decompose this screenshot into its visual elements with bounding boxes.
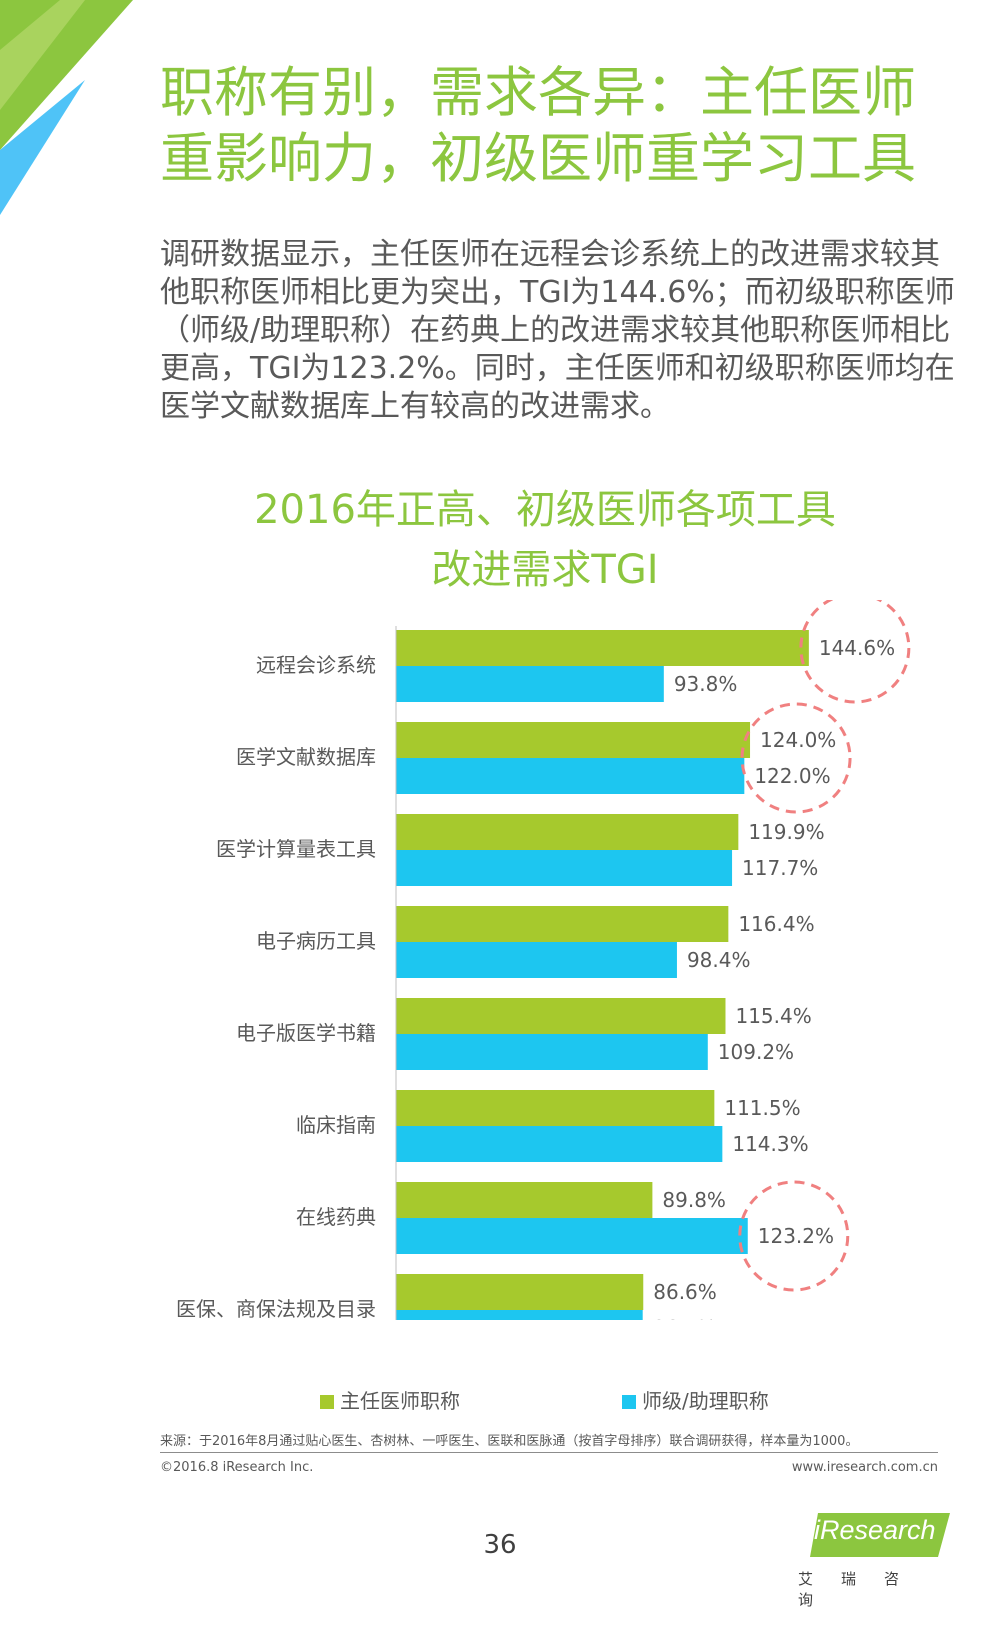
source-note: 来源：于2016年8月通过贴心医生、杏树林、一呼医生、医联和医脉通（按首字母排序… [160,1434,859,1449]
logo-subtitle: 艾瑞咨询 [798,1570,928,1609]
data-label: 114.3% [732,1132,808,1156]
bar-green [396,1090,715,1126]
data-label: 117.7% [742,856,818,880]
category-label: 医学文献数据库 [236,745,376,769]
data-label: 109.2% [718,1040,794,1064]
data-label: 119.9% [748,820,824,844]
logo-background [810,1513,950,1557]
data-label: 124.0% [760,728,836,752]
headline-line-1: 职称有别，需求各异：主任医师 [160,61,916,124]
chart-title-line-2: 改进需求TGI [431,547,659,593]
data-label: 122.0% [754,764,830,788]
category-label: 医学计算量表工具 [216,837,376,861]
chart-title-line-1: 2016年正高、初级医师各项工具 [254,487,836,533]
website-link[interactable]: www.iresearch.com.cn [791,1460,938,1475]
category-label: 电子版医学书籍 [236,1021,376,1045]
bar-blue [396,1034,708,1070]
legend-item-series-1: 主任医师职称 [320,1385,460,1414]
legend-item-series-2: 师级/助理职称 [622,1385,769,1414]
category-label: 医保、商保法规及目录 [176,1297,376,1320]
bar-blue [396,1218,748,1254]
bar-chart: 远程会诊系统 144.6% 93.8% 医学文献数据库 124.0% 122.0% 医学计算… [176,600,911,1320]
category-label: 临床指南 [296,1113,376,1137]
bar-green [396,1182,653,1218]
bar-green [396,814,739,850]
legend-swatch-blue [622,1395,636,1409]
bar-green [396,1274,644,1310]
bar-green [396,906,729,942]
footer-divider [160,1452,938,1453]
bar-blue [396,942,677,978]
bar-blue [396,758,745,794]
bar-blue [396,1310,643,1320]
page-number: 36 [483,1530,517,1560]
data-label: 86.4% [653,1316,717,1320]
bar-blue [396,666,664,702]
highlight-circle [799,600,911,704]
data-label: 89.8% [662,1188,726,1212]
data-label: 116.4% [738,912,814,936]
bar-green [396,998,726,1034]
logo-text: iResearch [814,1515,936,1545]
iresearch-logo: iResearch 艾瑞咨询 [792,1505,952,1609]
body-paragraph: 调研数据显示，主任医师在远程会诊系统上的改进需求较其他职称医师相比更为突出，TG… [160,237,955,424]
category-label: 远程会诊系统 [256,653,376,677]
legend-label-series-2: 师级/助理职称 [642,1389,769,1413]
category-label: 电子病历工具 [256,929,376,953]
bar-blue [396,850,733,886]
data-label: 93.8% [674,672,738,696]
category-label: 在线药典 [296,1205,376,1229]
bar-green [396,722,751,758]
data-label: 98.4% [687,948,751,972]
legend-swatch-green [320,1395,334,1409]
data-label: 86.6% [653,1280,717,1304]
chart-title: 2016年正高、初级医师各项工具 改进需求TGI [0,480,1000,600]
highlight-circle [740,702,852,814]
data-label: 115.4% [735,1004,811,1028]
data-label: 123.2% [758,1224,834,1248]
legend-label-series-1: 主任医师职称 [340,1389,460,1413]
bar-green [396,630,809,666]
corner-decoration [0,0,133,215]
headline-line-2: 重影响力，初级医师重学习工具 [160,127,916,190]
data-label: 144.6% [819,636,895,660]
highlight-circle [738,1180,850,1292]
bar-blue [396,1126,723,1162]
data-label: 111.5% [724,1096,800,1120]
page-headline: 职称有别，需求各异：主任医师 重影响力，初级医师重学习工具 [160,60,960,192]
copyright: ©2016.8 iResearch Inc. [160,1460,314,1475]
